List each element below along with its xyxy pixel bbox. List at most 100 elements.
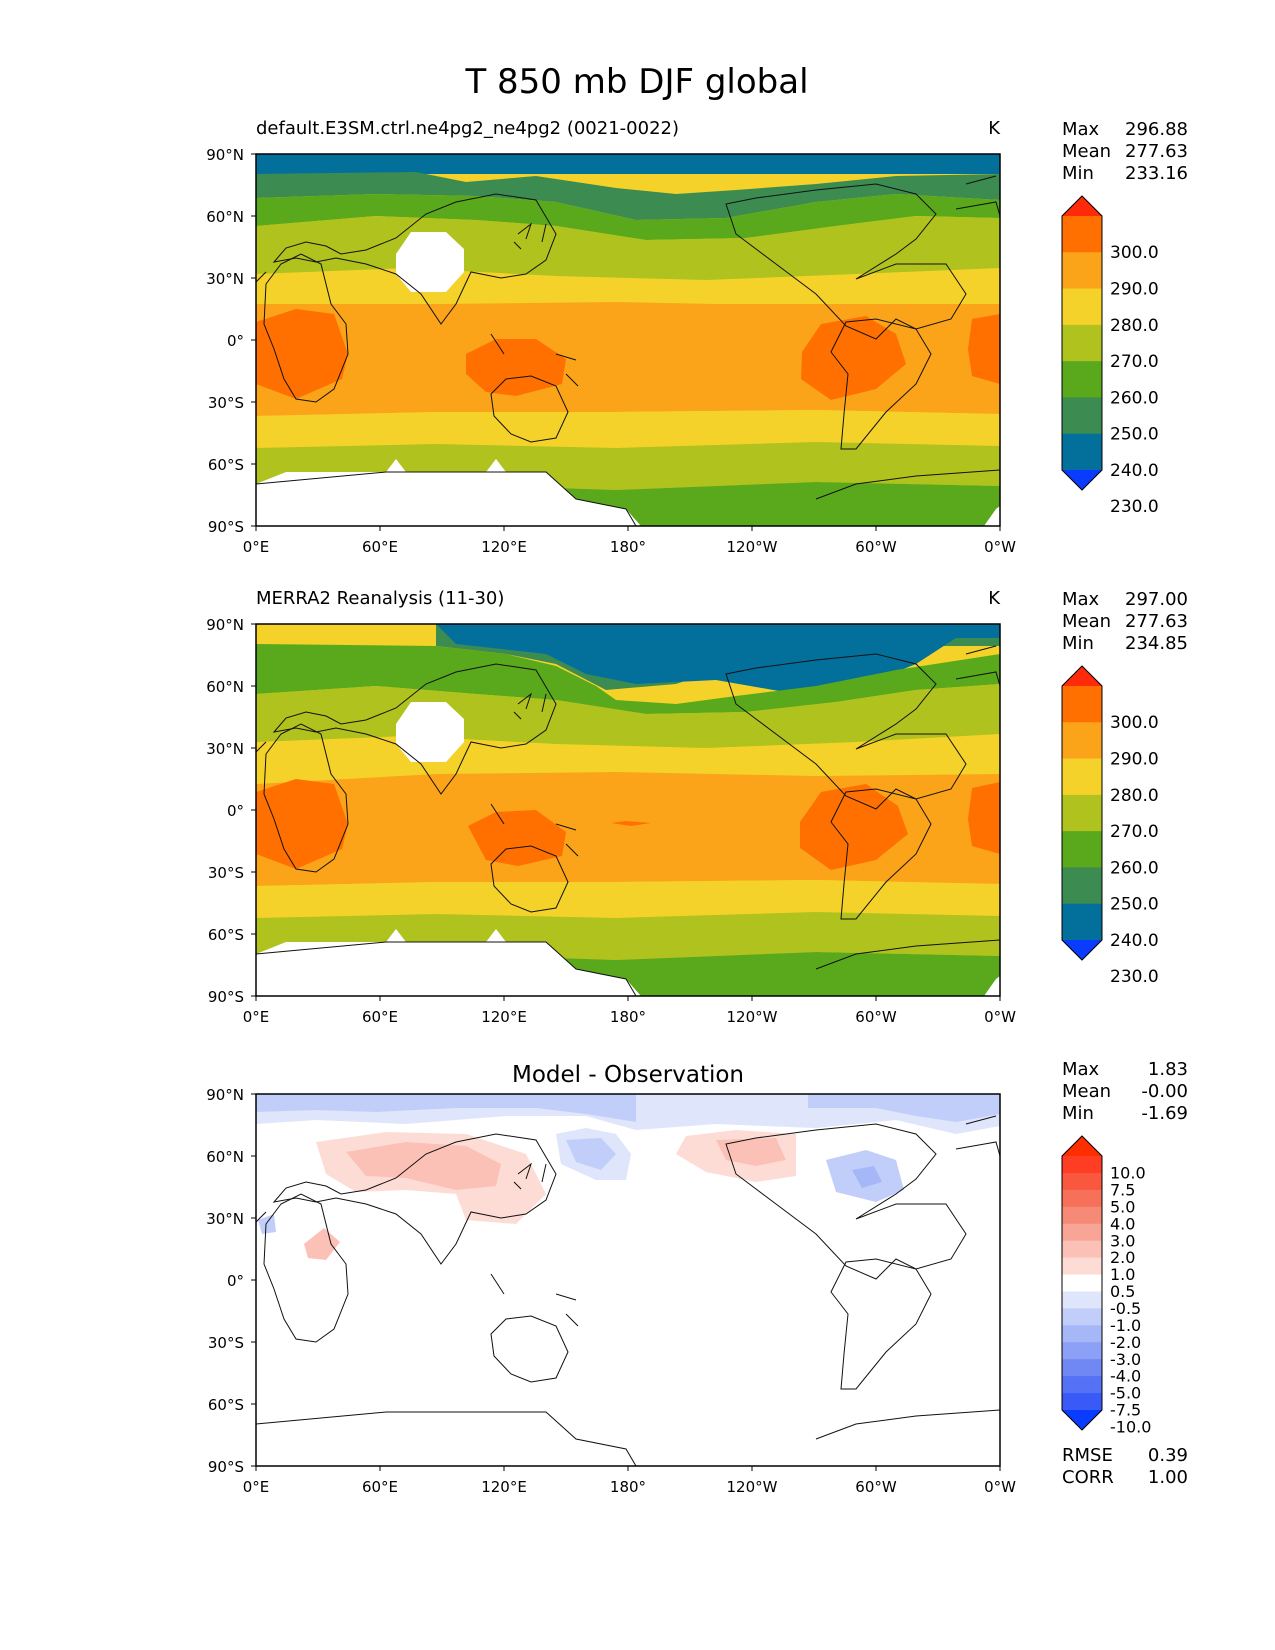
stat-value: 1.83 <box>1148 1059 1188 1080</box>
colorbar-segment <box>1062 831 1102 868</box>
colorbar-tick-label: 280.0 <box>1110 786 1159 806</box>
colorbar-tick-label: 230.0 <box>1110 967 1159 987</box>
colorbar-tick-label: -0.5 <box>1110 1299 1141 1318</box>
stat-label: Max <box>1062 119 1100 140</box>
lat-tick-label: 30°N <box>206 270 244 288</box>
lon-tick-label: 0°E <box>243 1008 270 1026</box>
lon-tick-label: 120°E <box>481 538 527 556</box>
diff-stats: Max 1.83 Mean -0.00 Min -1.69 <box>1062 1059 1188 1124</box>
lon-tick-label: 0°W <box>984 1478 1016 1496</box>
lat-tick-label: 90°S <box>208 1458 244 1476</box>
diff-coastlines <box>256 1115 1000 1466</box>
lat-tick-label: 60°S <box>208 456 244 474</box>
colorbar-tick-label: -7.5 <box>1110 1401 1141 1420</box>
lon-tick-label: 60°W <box>855 1008 897 1026</box>
lon-tick-label: 60°E <box>362 1478 398 1496</box>
lat-tick-label: 30°N <box>206 740 244 758</box>
colorbar-extend-max <box>1062 196 1102 216</box>
stat-label: Mean <box>1062 141 1111 162</box>
lon-tick-label: 120°W <box>727 538 778 556</box>
colorbar-segment <box>1062 1189 1102 1208</box>
lon-tick-label: 120°E <box>481 1008 527 1026</box>
colorbar-segment <box>1062 1257 1102 1276</box>
colorbar-tick-label: 10.0 <box>1110 1164 1146 1183</box>
colorbar-tick-label: 300.0 <box>1110 713 1159 733</box>
lon-tick-label: 120°E <box>481 1478 527 1496</box>
figure-title: T 850 mb DJF global <box>464 62 808 102</box>
lon-tick-label: 180° <box>610 1478 646 1496</box>
obs-colorbar: 300.0 290.0 280.0 270.0 260.0 250.0 240.0 230.0 <box>1061 665 1159 987</box>
lat-tick-label: 90°N <box>206 146 244 164</box>
panel-observation: MERRA2 Reanalysis (11-30) K 90°N 60°N 30… <box>206 588 1016 1026</box>
lat-tick-label: 90°S <box>208 518 244 536</box>
colorbar-segment <box>1062 1393 1102 1411</box>
colorbar-tick-label: 280.0 <box>1110 316 1159 336</box>
colorbar-segment <box>1062 1291 1102 1309</box>
colorbar-outline <box>1061 195 1103 491</box>
stat-value: 1.00 <box>1148 1467 1188 1488</box>
colorbar-segment <box>1062 1172 1102 1191</box>
lat-tick-label: 60°N <box>206 678 244 696</box>
colorbar-tick-label: 270.0 <box>1110 352 1159 372</box>
stat-label: Mean <box>1062 611 1111 632</box>
colorbar-segment <box>1062 1308 1102 1326</box>
diff-contour-field <box>256 1094 1000 1466</box>
stat-label: Mean <box>1062 1081 1111 1102</box>
diff-title: Model - Observation <box>512 1062 744 1088</box>
stat-value: 234.85 <box>1125 633 1188 654</box>
colorbar-segment <box>1062 1325 1102 1343</box>
colorbar-tick-label: 7.5 <box>1110 1180 1135 1199</box>
colorbar-extend-min <box>1062 470 1102 490</box>
colorbar-tick-label: -3.0 <box>1110 1350 1141 1369</box>
lon-tick-label: 180° <box>610 538 646 556</box>
lat-tick-label: 0° <box>227 802 244 820</box>
colorbar-segment <box>1062 1359 1102 1377</box>
lat-tick-label: 0° <box>227 1272 244 1290</box>
colorbar-tick-label: -2.0 <box>1110 1333 1141 1352</box>
lat-tick-label: 60°N <box>206 208 244 226</box>
model-stats: Max 296.88 Mean 277.63 Min 233.16 <box>1062 119 1188 184</box>
obs-lon-ticks: 0°E 60°E 120°E 180° 120°W 60°W 0°W <box>243 996 1016 1026</box>
stat-value: 0.39 <box>1148 1445 1188 1466</box>
colorbar-tick-label: 0.5 <box>1110 1282 1135 1301</box>
lat-tick-label: 60°S <box>208 1396 244 1414</box>
lon-tick-label: 0°E <box>243 538 270 556</box>
lon-tick-label: 60°W <box>855 1478 897 1496</box>
lat-tick-label: 30°S <box>208 394 244 412</box>
panel-difference: Model - Observation 90°N 60°N 30°N 0° 30… <box>206 1062 1016 1496</box>
colorbar-tick-label: 260.0 <box>1110 858 1159 878</box>
colorbar-segment <box>1062 288 1102 326</box>
colorbar-tick-label: -4.0 <box>1110 1367 1141 1386</box>
lon-tick-label: 60°E <box>362 1008 398 1026</box>
lon-tick-label: 0°W <box>984 1008 1016 1026</box>
stat-label: RMSE <box>1062 1445 1113 1466</box>
diff-extra-stats: RMSE 0.39 CORR 1.00 <box>1062 1445 1188 1488</box>
colorbar-tick-label: 240.0 <box>1110 461 1159 481</box>
colorbar-tick-label: 5.0 <box>1110 1197 1135 1216</box>
colorbar-segment <box>1062 324 1102 362</box>
lat-tick-label: 60°N <box>206 1148 244 1166</box>
lon-tick-label: 180° <box>610 1008 646 1026</box>
lon-tick-label: 60°W <box>855 538 897 556</box>
lat-tick-label: 30°S <box>208 1334 244 1352</box>
lat-tick-label: 30°N <box>206 1210 244 1228</box>
obs-stats: Max 297.00 Mean 277.63 Min 234.85 <box>1062 589 1188 654</box>
lon-tick-label: 0°W <box>984 538 1016 556</box>
colorbar-segment <box>1062 361 1102 398</box>
colorbar-tick-label: 2.0 <box>1110 1248 1135 1267</box>
lat-tick-label: 90°N <box>206 1086 244 1104</box>
stat-value: 233.16 <box>1125 163 1188 184</box>
colorbar-tick-label: 240.0 <box>1110 931 1159 951</box>
colorbar-tick-label: 300.0 <box>1110 243 1159 263</box>
obs-contour-field <box>256 624 1000 996</box>
colorbar-tick-label: 260.0 <box>1110 388 1159 408</box>
obs-units: K <box>988 588 1001 609</box>
model-lon-ticks: 0°E 60°E 120°E 180° 120°W 60°W 0°W <box>243 526 1016 556</box>
colorbar-outline <box>1061 1135 1103 1431</box>
colorbar-extend-max <box>1062 1136 1102 1156</box>
stat-label: Min <box>1062 163 1094 184</box>
colorbar-extend-min <box>1062 940 1102 960</box>
stat-value: 296.88 <box>1125 119 1188 140</box>
colorbar-tick-label: 1.0 <box>1110 1265 1135 1284</box>
stat-label: Max <box>1062 589 1100 610</box>
